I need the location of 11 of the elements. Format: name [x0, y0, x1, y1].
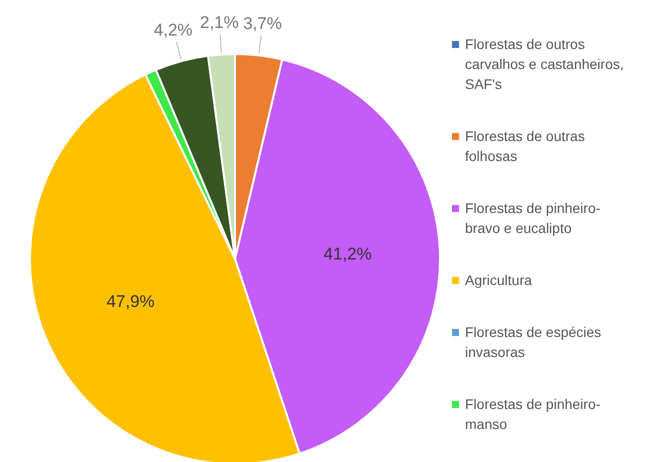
legend-label: Florestas de outras folhosas [465, 127, 586, 166]
legend-label: Florestas de espécies invasoras [465, 323, 602, 362]
data-label: 47,9% [106, 292, 155, 311]
legend-label: Florestas de outros carvalhos e castanheiros, SAF's [465, 35, 625, 94]
legend-label: Florestas de pinheiro-bravo e eucalipto [465, 199, 602, 238]
data-label: 3,7% [243, 14, 282, 34]
data-label: 41,2% [324, 244, 372, 264]
legend-label: Florestas de pinheiro-manso [465, 395, 602, 434]
data-label: 4,2% [154, 20, 193, 40]
legend-label: Agricultura [465, 271, 533, 290]
data-label: 2,1% [200, 13, 239, 32]
